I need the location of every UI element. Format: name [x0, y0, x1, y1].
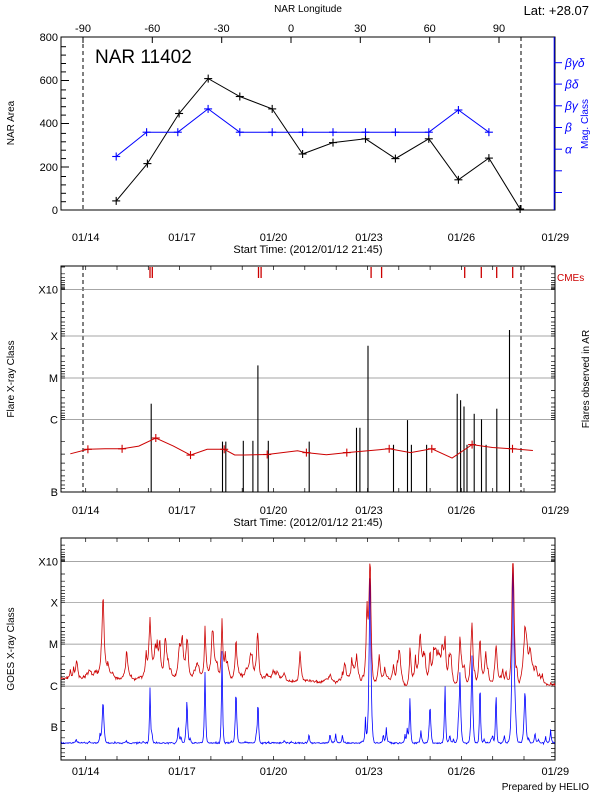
svg-text:01/14: 01/14: [72, 505, 100, 517]
svg-text:01/20: 01/20: [260, 766, 288, 778]
svg-text:NAR 11402: NAR 11402: [95, 47, 192, 68]
svg-text:600: 600: [40, 75, 58, 87]
svg-text:800: 800: [40, 32, 58, 44]
svg-text:C: C: [50, 681, 58, 693]
svg-text:01/26: 01/26: [448, 505, 476, 517]
svg-text:30: 30: [354, 23, 366, 35]
svg-text:01/29: 01/29: [542, 505, 570, 517]
svg-text:-30: -30: [214, 23, 230, 35]
svg-text:200: 200: [40, 162, 58, 174]
svg-text:B: B: [51, 487, 58, 499]
svg-text:X: X: [51, 331, 59, 343]
svg-text:01/23: 01/23: [355, 505, 383, 517]
svg-text:60: 60: [424, 23, 436, 35]
svg-text:01/29: 01/29: [542, 766, 570, 778]
svg-text:C: C: [50, 415, 58, 427]
svg-text:01/17: 01/17: [168, 232, 196, 244]
svg-text:X10: X10: [38, 285, 58, 297]
svg-text:α: α: [565, 143, 573, 157]
svg-text:Flares observed in AR: Flares observed in AR: [581, 330, 592, 428]
svg-text:Start Time: (2012/01/12 21:45): Start Time: (2012/01/12 21:45): [233, 517, 382, 529]
svg-text:Prepared by HELIO: Prepared by HELIO: [502, 782, 589, 793]
svg-text:-60: -60: [144, 23, 160, 35]
svg-text:0: 0: [288, 23, 294, 35]
svg-text:01/26: 01/26: [448, 232, 476, 244]
svg-text:01/26: 01/26: [448, 766, 476, 778]
svg-text:01/29: 01/29: [542, 232, 570, 244]
svg-text:90: 90: [493, 23, 505, 35]
svg-text:01/20: 01/20: [260, 505, 288, 517]
svg-text:M: M: [49, 639, 58, 651]
svg-text:βγ: βγ: [564, 99, 579, 113]
svg-text:βδ: βδ: [564, 78, 579, 92]
svg-text:01/17: 01/17: [168, 505, 196, 517]
svg-text:01/17: 01/17: [168, 766, 196, 778]
svg-text:Lat: +28.07: Lat: +28.07: [524, 3, 589, 18]
svg-text:01/14: 01/14: [72, 232, 100, 244]
svg-text:0: 0: [52, 205, 58, 217]
svg-text:Start Time: (2012/01/12 21:45): Start Time: (2012/01/12 21:45): [233, 244, 382, 256]
svg-text:B: B: [51, 722, 58, 734]
svg-text:400: 400: [40, 118, 58, 130]
svg-text:01/14: 01/14: [72, 766, 100, 778]
svg-text:Flare X-ray Class: Flare X-ray Class: [6, 340, 17, 417]
svg-text:X10: X10: [38, 557, 58, 569]
svg-text:βγδ: βγδ: [564, 56, 585, 70]
svg-text:X: X: [51, 598, 59, 610]
svg-text:01/23: 01/23: [355, 232, 383, 244]
svg-text:M: M: [49, 373, 58, 385]
svg-text:01/20: 01/20: [260, 232, 288, 244]
svg-text:CMEs: CMEs: [557, 273, 584, 284]
svg-text:NAR Area: NAR Area: [6, 100, 17, 145]
svg-text:β: β: [564, 121, 572, 135]
svg-text:01/23: 01/23: [355, 766, 383, 778]
svg-text:-90: -90: [75, 23, 91, 35]
svg-text:GOES X-ray Class: GOES X-ray Class: [6, 607, 17, 690]
svg-text:NAR Longitude: NAR Longitude: [274, 4, 342, 15]
svg-text:Mag. Class: Mag. Class: [580, 99, 591, 149]
